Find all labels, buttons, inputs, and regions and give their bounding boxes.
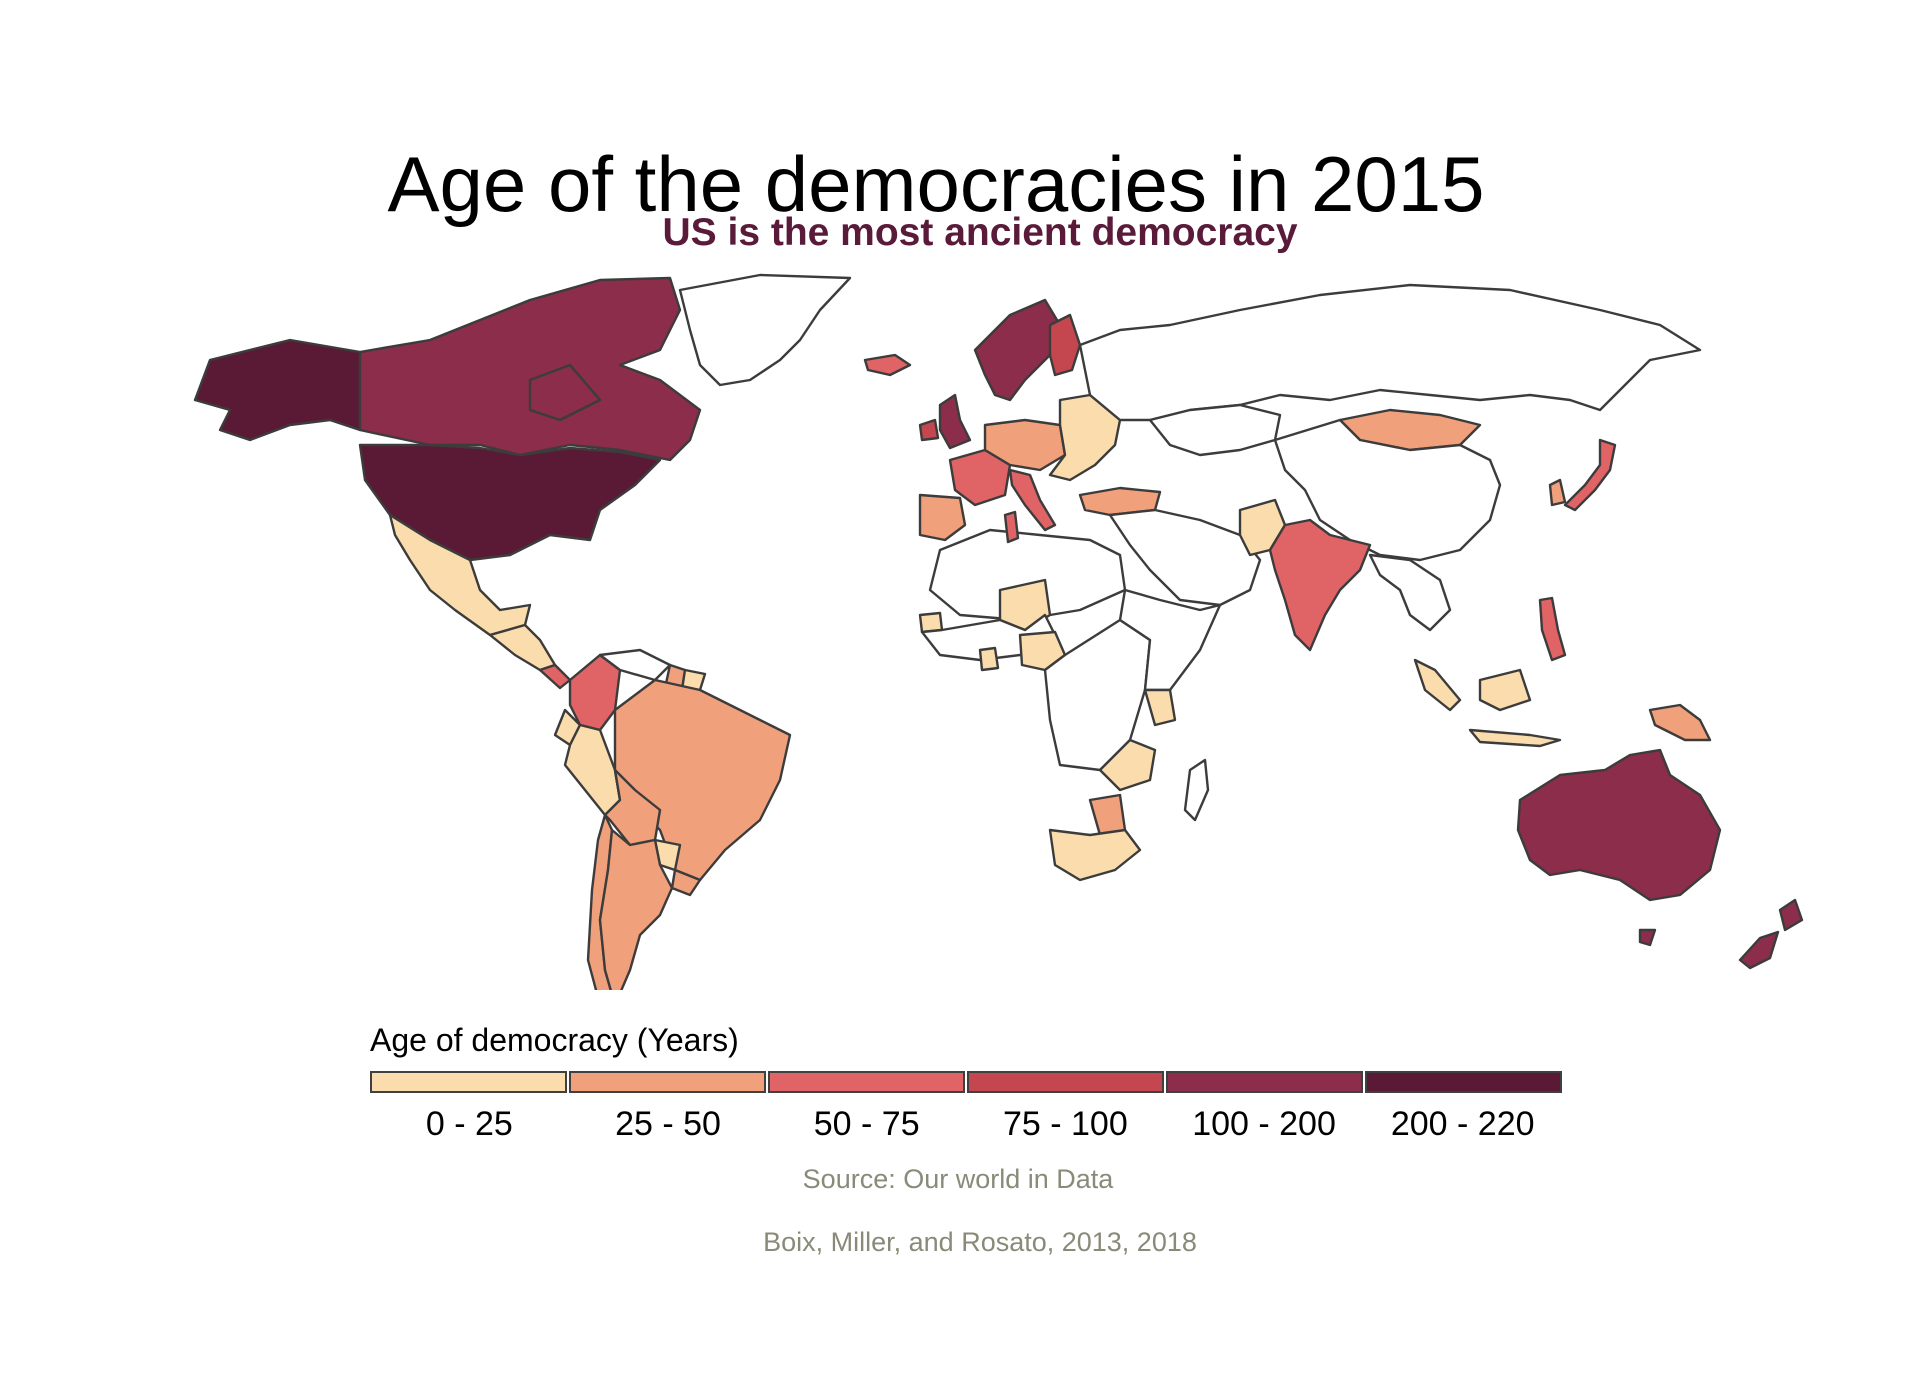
region-argentina [598, 828, 674, 990]
region-east-africa [1118, 588, 1222, 692]
region-south-korea [1548, 478, 1567, 507]
region-southeast-asia [1368, 553, 1452, 632]
region-south-africa [1048, 828, 1142, 882]
legend-label-2: 50 - 75 [813, 1105, 920, 1143]
world-choropleth-map [60, 270, 1860, 990]
legend-swatch-4 [1166, 1071, 1363, 1093]
region-uruguay [670, 868, 702, 897]
legend-label-0: 0 - 25 [425, 1105, 513, 1143]
legend-swatch-3 [967, 1071, 1164, 1093]
legend-label-5: 200 - 220 [1390, 1105, 1535, 1143]
region-kenya [1143, 688, 1177, 727]
region-iceland [863, 353, 912, 377]
region-central-europe [983, 418, 1067, 472]
region-norway-sweden [973, 298, 1062, 402]
source-line-1: Source: Our world in Data [802, 1164, 1114, 1194]
region-philippines [1538, 596, 1567, 662]
region-australia [1516, 748, 1722, 947]
legend-label-4: 100 - 200 [1192, 1105, 1336, 1143]
region-japan [1563, 438, 1617, 512]
region-russia [1078, 283, 1702, 422]
region-papua-new-guinea [1648, 703, 1712, 742]
region-costa-rica [538, 663, 572, 690]
legend-label-1: 25 - 50 [615, 1105, 721, 1143]
legend-swatch-0 [370, 1071, 567, 1093]
region-alaska [193, 338, 362, 442]
region-united-kingdom [938, 393, 972, 450]
region-canada [358, 276, 702, 462]
region-zambia-malawi [1098, 738, 1157, 792]
legend-swatch-2 [768, 1071, 965, 1093]
region-colombia [568, 653, 622, 732]
map-title: Age of the democracies in 2015 [387, 140, 1485, 228]
region-ireland [918, 418, 940, 442]
legend-swatch-5 [1365, 1071, 1562, 1093]
region-ghana [978, 646, 1000, 672]
region-greenland [678, 273, 852, 387]
region-tunisia [1003, 510, 1020, 544]
region-finland [1048, 313, 1082, 377]
region-middle-east [1108, 508, 1262, 607]
legend-labels: 0 - 25 25 - 50 50 - 75 75 - 100 100 - 200 200… [370, 1105, 1562, 1144]
region-madagascar [1183, 758, 1210, 822]
legend-color-bar [370, 1071, 1562, 1093]
legend-label-3: 75 - 100 [1002, 1105, 1128, 1143]
region-central-america [488, 623, 557, 672]
legend-swatch-1 [569, 1071, 766, 1093]
region-peru [563, 723, 622, 817]
region-botswana [1088, 793, 1127, 837]
region-india [1268, 518, 1372, 652]
region-iberia [918, 493, 967, 542]
region-new-zealand [1738, 898, 1804, 970]
region-venezuela [598, 648, 672, 682]
map-subtitle: US is the most ancient democracy [662, 211, 1298, 254]
legend-title: Age of democracy (Years) [370, 1022, 739, 1058]
region-china [1273, 418, 1502, 562]
region-italy [1008, 468, 1057, 532]
region-indonesia [1413, 658, 1562, 748]
source-line-2: Boix, Miller, and Rosato, 2013, 2018 [763, 1227, 1197, 1257]
